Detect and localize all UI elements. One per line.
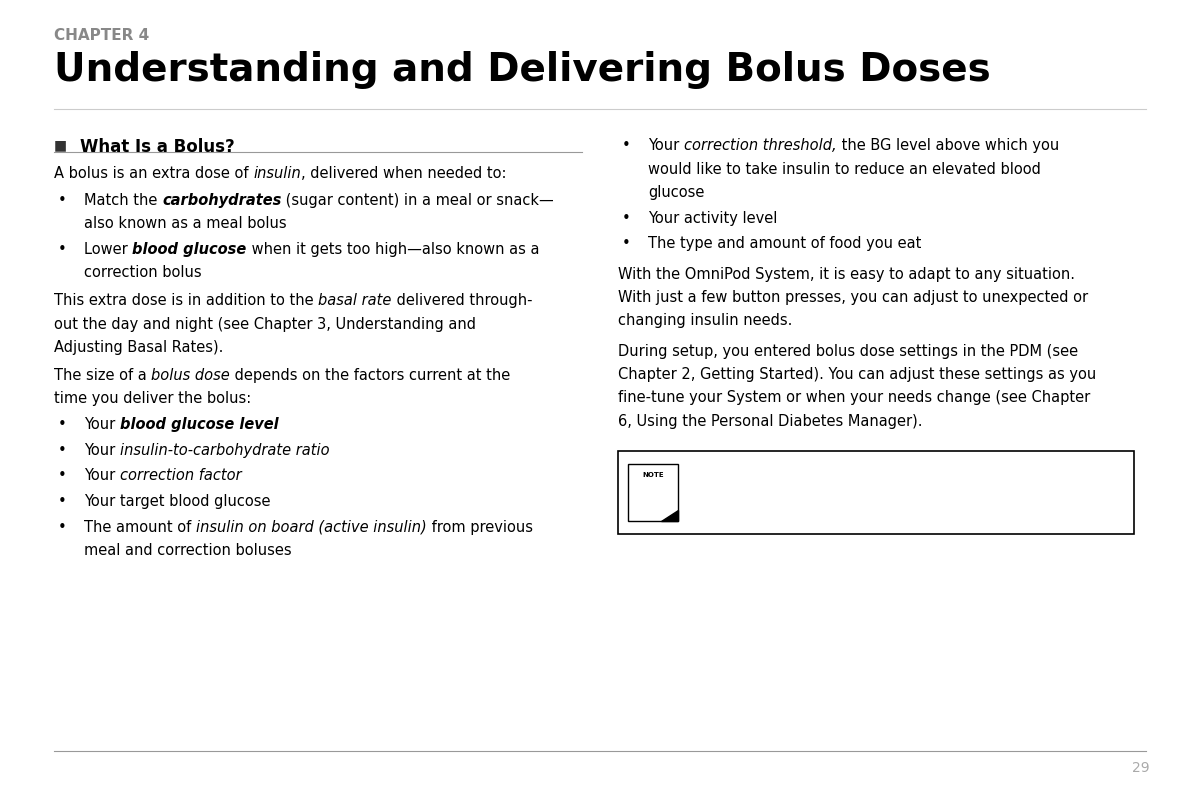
Text: •: •	[622, 210, 630, 225]
Text: •: •	[622, 138, 630, 153]
Text: During setup, you entered bolus dose settings in the PDM (see: During setup, you entered bolus dose set…	[618, 344, 1078, 359]
Text: NOTE: NOTE	[642, 472, 664, 478]
Text: •: •	[58, 193, 66, 208]
Text: Your target blood glucose: Your target blood glucose	[84, 494, 270, 509]
Text: 29: 29	[1132, 761, 1150, 775]
Text: carbohydrates: carbohydrates	[162, 193, 281, 208]
Text: What Is a Bolus?: What Is a Bolus?	[80, 138, 235, 157]
Text: Match the: Match the	[84, 193, 162, 208]
Text: •: •	[58, 242, 66, 257]
Text: correction factor: correction factor	[120, 468, 241, 483]
Text: 6, Using the Personal Diabetes Manager).: 6, Using the Personal Diabetes Manager).	[618, 414, 923, 429]
Text: The size of a: The size of a	[54, 368, 151, 383]
Text: insulin-to-carbohydrate ratio: insulin-to-carbohydrate ratio	[120, 443, 330, 458]
Text: The type and amount of food you eat: The type and amount of food you eat	[648, 237, 922, 252]
Polygon shape	[661, 510, 678, 521]
Text: the BG level above which you: the BG level above which you	[836, 138, 1058, 153]
FancyBboxPatch shape	[618, 451, 1134, 534]
Text: blood glucose: blood glucose	[132, 242, 247, 257]
Text: blood glucose level: blood glucose level	[120, 417, 278, 432]
Text: This extra dose is in addition to the: This extra dose is in addition to the	[54, 293, 318, 308]
Text: •: •	[58, 417, 66, 432]
Text: The amount of: The amount of	[84, 520, 196, 535]
Text: Check with your: Check with your	[690, 465, 814, 480]
Text: out the day and night (see Chapter 3, Understanding and: out the day and night (see Chapter 3, Un…	[54, 316, 476, 331]
Text: Your: Your	[84, 443, 120, 458]
Text: time you deliver the bolus:: time you deliver the bolus:	[54, 392, 251, 407]
Text: delivered through-: delivered through-	[391, 293, 532, 308]
Text: Understanding and Delivering Bolus Doses: Understanding and Delivering Bolus Doses	[54, 51, 991, 89]
Text: correction threshold,: correction threshold,	[684, 138, 836, 153]
Text: glucose: glucose	[648, 185, 704, 200]
Text: also known as a meal bolus: also known as a meal bolus	[84, 216, 287, 231]
Text: Your: Your	[84, 417, 120, 432]
Text: •: •	[58, 520, 66, 535]
Text: depends on the factors current at the: depends on the factors current at the	[230, 368, 510, 383]
Text: •: •	[622, 237, 630, 252]
Text: from previous: from previous	[427, 520, 533, 535]
Text: basal rate: basal rate	[318, 293, 391, 308]
FancyBboxPatch shape	[628, 464, 678, 521]
Text: insulin: insulin	[253, 166, 301, 181]
Text: meal and correction boluses: meal and correction boluses	[84, 543, 292, 558]
Text: fine-tune your System or when your needs change (see Chapter: fine-tune your System or when your needs…	[618, 391, 1091, 406]
Text: Chapter 2, Getting Started). You can adjust these settings as you: Chapter 2, Getting Started). You can adj…	[618, 367, 1097, 382]
Text: Adjusting Basal Rates).: Adjusting Basal Rates).	[54, 340, 223, 355]
Text: before you adjust: before you adjust	[958, 465, 1091, 480]
Text: changing insulin needs.: changing insulin needs.	[618, 313, 792, 328]
Text: bolus dose: bolus dose	[151, 368, 230, 383]
Text: With the OmniPod System, it is easy to adapt to any situation.: With the OmniPod System, it is easy to a…	[618, 267, 1075, 282]
Text: healthcare provider: healthcare provider	[814, 465, 958, 480]
Text: CHAPTER 4: CHAPTER 4	[54, 28, 149, 43]
Text: A bolus is an extra dose of: A bolus is an extra dose of	[54, 166, 253, 181]
Text: Your: Your	[648, 138, 684, 153]
Text: Your: Your	[84, 468, 120, 483]
Text: ■: ■	[54, 138, 67, 153]
Text: •: •	[58, 468, 66, 483]
Text: these settings.: these settings.	[690, 489, 799, 504]
Text: would like to take insulin to reduce an elevated blood: would like to take insulin to reduce an …	[648, 161, 1040, 176]
Text: Lower: Lower	[84, 242, 132, 257]
Text: , delivered when needed to:: , delivered when needed to:	[301, 166, 506, 181]
Text: when it gets too high—also known as a: when it gets too high—also known as a	[247, 242, 539, 257]
Text: correction bolus: correction bolus	[84, 265, 202, 280]
Text: With just a few button presses, you can adjust to unexpected or: With just a few button presses, you can …	[618, 290, 1088, 305]
Text: insulin on board (active insulin): insulin on board (active insulin)	[196, 520, 427, 535]
Text: •: •	[58, 443, 66, 458]
Text: (sugar content) in a meal or snack—: (sugar content) in a meal or snack—	[281, 193, 554, 208]
Text: Your activity level: Your activity level	[648, 210, 778, 225]
Text: •: •	[58, 494, 66, 509]
